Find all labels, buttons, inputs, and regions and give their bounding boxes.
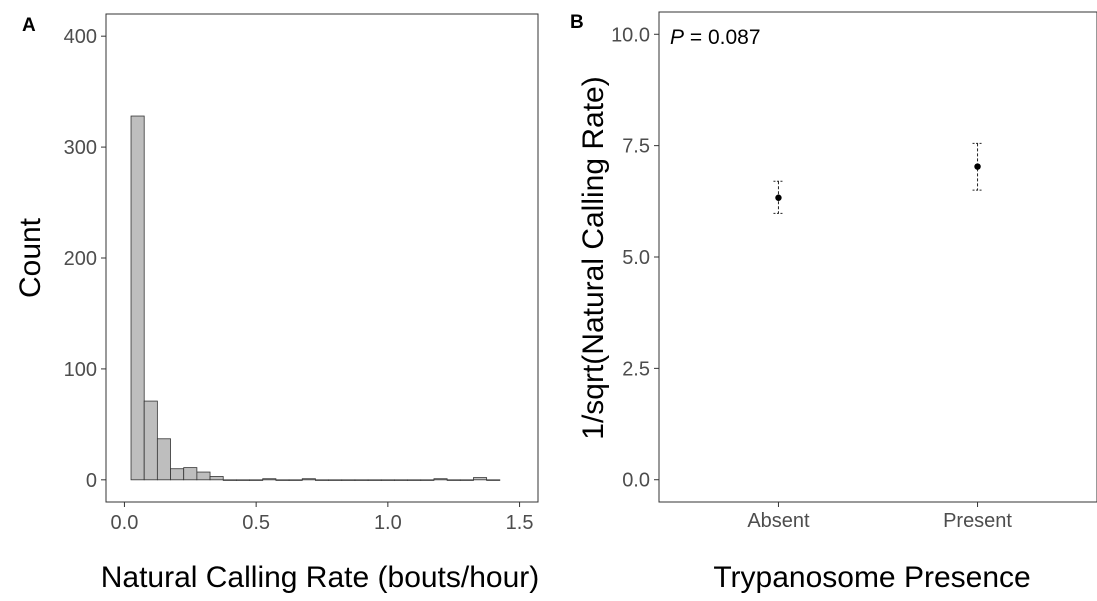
errorbar-panel: 0.0 2.5 5.0 7.5 10.0 Absent Present P = 0.087… bbox=[577, 11, 1097, 594]
x-tick-label: 0.5 bbox=[242, 512, 270, 534]
point-estimates bbox=[773, 142, 983, 214]
histogram-bar bbox=[486, 479, 501, 481]
histogram-bar bbox=[341, 479, 356, 481]
histogram-bar bbox=[262, 478, 277, 481]
histogram-bar bbox=[156, 438, 171, 481]
histogram-bar bbox=[394, 479, 409, 481]
histogram-bar bbox=[433, 478, 448, 481]
x-axis-ticks-b: Absent Present bbox=[747, 502, 1012, 532]
y-tick-label: 0 bbox=[86, 470, 97, 492]
y-tick-label: 5.0 bbox=[622, 247, 650, 269]
histogram-bar bbox=[328, 479, 343, 481]
histogram-bar bbox=[196, 471, 211, 481]
y-axis-title-a: Count bbox=[14, 217, 47, 298]
y-tick-label: 300 bbox=[64, 137, 97, 159]
histogram-bar bbox=[183, 467, 198, 481]
x-axis-title-b: Trypanosome Presence bbox=[713, 561, 1030, 594]
y-tick-label: 7.5 bbox=[622, 136, 650, 158]
histogram-bar bbox=[130, 115, 145, 481]
histogram-bar bbox=[222, 479, 237, 481]
x-axis-ticks-a: 0.0 0.5 1.0 1.5 bbox=[111, 502, 534, 534]
histogram-bar bbox=[249, 479, 264, 481]
histogram-bar bbox=[459, 479, 474, 481]
x-tick-label: Present bbox=[943, 510, 1012, 532]
histogram-bar bbox=[407, 479, 422, 481]
p-value-annotation: P = 0.087 bbox=[670, 26, 761, 49]
histogram-bars bbox=[130, 115, 501, 481]
histogram-bar bbox=[420, 479, 435, 481]
y-tick-label: 0.0 bbox=[622, 470, 650, 492]
plot-area-b bbox=[658, 11, 1097, 503]
mean-point bbox=[775, 194, 782, 201]
y-tick-label: 400 bbox=[64, 26, 97, 48]
histogram-bar bbox=[235, 479, 250, 481]
histogram-bar bbox=[209, 476, 224, 481]
histogram-bar bbox=[473, 477, 488, 481]
y-axis-ticks-b: 0.0 2.5 5.0 7.5 10.0 bbox=[611, 24, 659, 492]
histogram-bar bbox=[143, 400, 158, 481]
histogram-bar bbox=[354, 479, 369, 481]
panel-label-a: A bbox=[22, 15, 36, 36]
histogram-bar bbox=[288, 479, 303, 481]
histogram-bar bbox=[275, 479, 290, 481]
mean-point bbox=[974, 163, 981, 170]
y-axis-ticks-a: 0 100 200 300 400 bbox=[64, 26, 106, 492]
p-value-text: = 0.087 bbox=[684, 26, 760, 49]
p-value-symbol: P bbox=[670, 26, 684, 49]
y-tick-label: 200 bbox=[64, 248, 97, 270]
x-tick-label: Absent bbox=[747, 510, 810, 532]
panel-label-b: B bbox=[570, 12, 584, 33]
histogram-panel: 0 100 200 300 400 0.0 0.5 1.0 1.5 Count Natural… bbox=[14, 13, 540, 594]
x-tick-label: 1.5 bbox=[506, 512, 534, 534]
histogram-bar bbox=[315, 479, 329, 481]
x-axis-title-a: Natural Calling Rate (bouts/hour) bbox=[101, 561, 540, 594]
histogram-bar bbox=[380, 479, 395, 481]
y-tick-label: 100 bbox=[64, 359, 97, 381]
x-tick-label: 1.0 bbox=[374, 512, 402, 534]
histogram-bar bbox=[301, 478, 316, 481]
y-tick-label: 10.0 bbox=[611, 24, 650, 46]
plot-area-a bbox=[105, 13, 539, 503]
y-tick-label: 2.5 bbox=[622, 358, 650, 380]
histogram-bar bbox=[170, 468, 185, 481]
y-axis-title-b: 1/sqrt(Natural Calling Rate) bbox=[577, 76, 610, 439]
x-tick-label: 0.0 bbox=[111, 512, 139, 534]
histogram-bar bbox=[446, 479, 461, 481]
histogram-bar bbox=[367, 479, 382, 481]
